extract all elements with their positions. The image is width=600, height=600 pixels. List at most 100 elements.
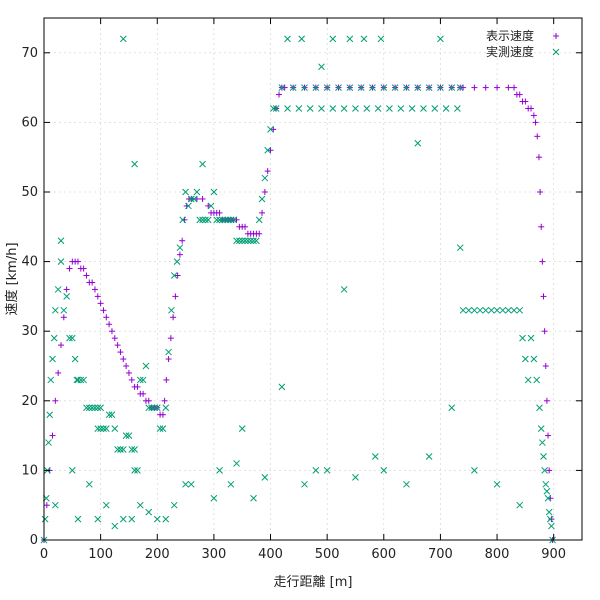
data-point [256,230,263,237]
data-point [139,376,147,384]
data-point [122,432,130,439]
data-point [111,425,119,432]
data-point [94,404,102,412]
data-point [219,216,226,224]
data-point [199,160,206,168]
x-tick-label: 800 [485,547,510,562]
data-point [57,237,65,245]
data-point [55,369,62,376]
data-point [111,335,118,342]
data-point [264,146,272,154]
data-point [456,244,464,252]
data-point [482,84,489,91]
data-point [471,84,478,91]
data-point [437,35,444,43]
data-point [516,91,523,98]
data-point [114,446,121,453]
data-point [425,84,433,91]
data-point [134,383,141,390]
data-point [371,453,379,460]
data-point [244,237,252,245]
data-point [159,411,166,418]
plot-frame [43,17,583,541]
data-point [125,432,133,439]
data-point [89,279,96,286]
data-point [57,342,64,349]
data-point [530,355,538,363]
data-point [544,494,552,502]
data-point [97,404,104,412]
data-point [403,480,410,488]
data-point [111,522,119,530]
x-tick-label: 900 [541,547,566,562]
data-point [190,195,198,203]
data-point [49,355,56,363]
data-point [51,306,59,314]
legend-marker [553,33,559,39]
data-point [199,216,206,224]
data-point [83,404,90,412]
data-point [161,397,168,404]
data-point [391,84,399,91]
data-point [425,453,433,460]
data-point [210,494,218,502]
data-point [128,515,136,523]
data-point [176,251,183,258]
data-point [88,404,96,412]
data-point [250,494,257,502]
data-point [66,265,73,272]
data-point [66,334,73,342]
data-point [170,272,178,279]
data-point [105,411,113,419]
data-point [233,237,240,245]
data-point [528,105,535,112]
data-point [298,35,306,43]
data-point [278,84,286,91]
data-point [460,84,467,91]
data-point [236,237,243,245]
data-point [54,286,62,293]
data-point [131,467,138,474]
data-point [153,404,161,412]
data-point [276,91,283,98]
data-point [250,237,257,245]
data-point [216,209,223,216]
data-point [360,35,368,43]
data-point [182,188,189,196]
data-point [173,258,181,265]
data-point [45,439,52,446]
data-point [545,508,553,516]
data-point [205,202,212,209]
data-point [352,474,359,481]
data-point [97,300,104,307]
data-point [102,501,110,509]
data-point [267,126,274,133]
data-point [258,195,266,203]
y-tick-label: 10 [21,463,38,478]
data-point [301,84,308,91]
data-point [238,425,246,432]
data-point [542,363,549,369]
data-point [272,105,280,112]
data-point [340,286,348,293]
axis-ticks: 0 100 200 300 400 500 600 700 800 900 0 10 20 30 40 50 6… [21,18,582,562]
data-point [68,334,76,342]
data-point [437,84,444,91]
data-point [123,363,130,369]
data-point [117,446,124,453]
data-point [85,480,93,488]
data-point [120,356,127,363]
data-point [117,349,124,356]
data-point [102,425,110,432]
data-point [465,306,473,314]
data-point [170,501,178,509]
data-point [125,369,132,376]
data-point [238,237,246,245]
data-point [168,306,175,314]
data-point [318,105,325,112]
data-point [546,515,554,523]
data-point [145,397,152,404]
data-point [346,84,354,91]
data-point [505,306,512,314]
x-tick-label: 0 [40,547,48,562]
